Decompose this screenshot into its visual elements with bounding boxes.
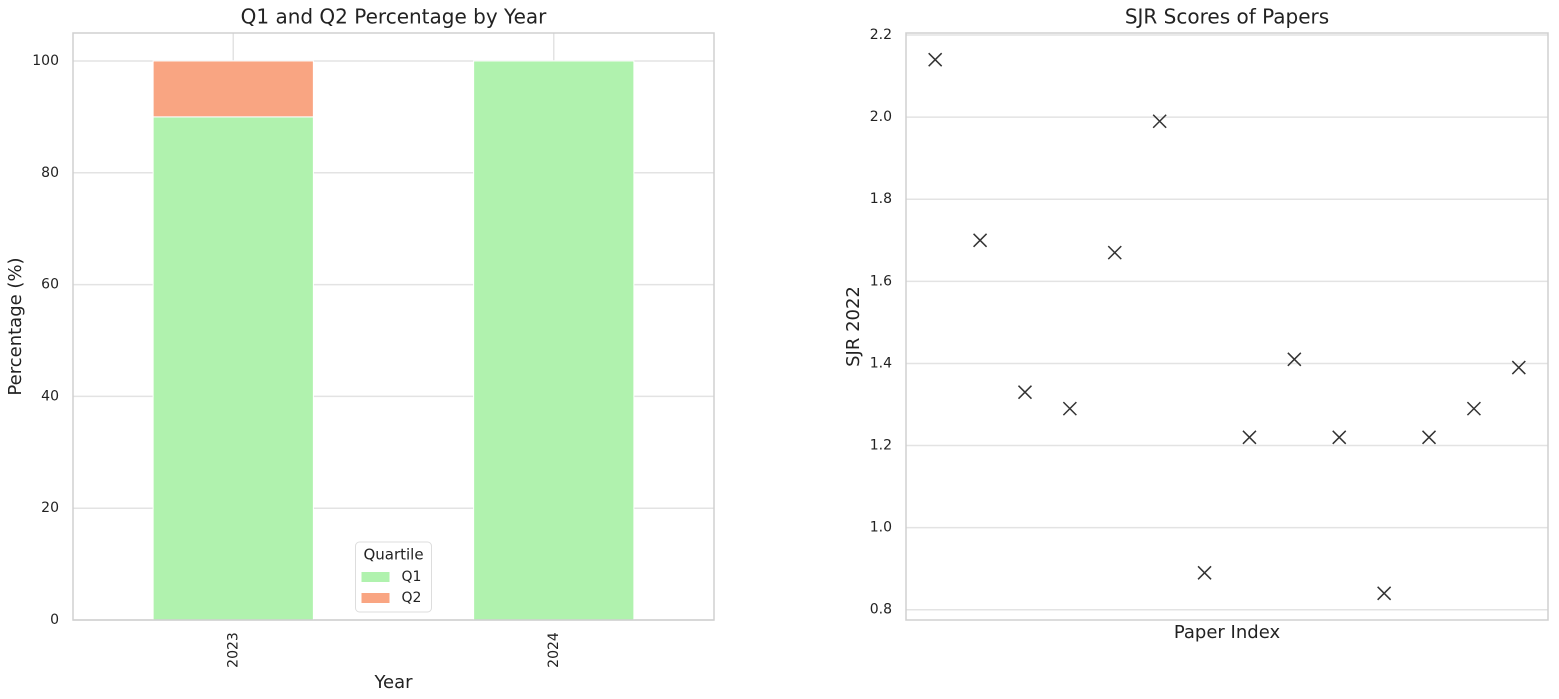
y-tick-label: 100 — [32, 53, 59, 69]
scatter-point — [1107, 245, 1122, 260]
chart-title: Q1 and Q2 Percentage by Year — [241, 5, 548, 29]
y-tick-label: 40 — [41, 388, 59, 404]
legend-swatch — [361, 572, 390, 582]
axes-frame — [72, 32, 715, 621]
bar — [152, 116, 314, 621]
scatter-point — [1332, 430, 1347, 445]
y-tick-label: 2.2 — [870, 27, 892, 43]
y-tick-label: 80 — [41, 165, 59, 181]
x-axis-label: Paper Index — [1174, 622, 1281, 643]
scatter-point — [1017, 385, 1033, 400]
scatter-point — [973, 233, 988, 248]
legend-swatch — [361, 593, 390, 603]
scatter-point — [1152, 114, 1167, 129]
chart-title: SJR Scores of Papers — [1125, 5, 1329, 29]
y-tick-label: 1.2 — [870, 438, 892, 454]
scatter-point — [1511, 360, 1526, 375]
scatter-point — [928, 52, 943, 67]
legend-title: Quartile — [363, 546, 423, 564]
legend-label: Q1 — [402, 569, 422, 585]
y-tick-label: 0 — [50, 612, 59, 628]
y-tick-label: 1.6 — [870, 273, 892, 289]
y-tick-label: 1.4 — [870, 355, 892, 371]
scatter-point — [1242, 430, 1257, 445]
y-tick-label: 1.0 — [870, 520, 892, 536]
bar — [473, 60, 635, 621]
scatter-point — [1421, 430, 1437, 445]
y-tick-label: 20 — [41, 500, 59, 516]
x-axis-label: Year — [373, 672, 413, 693]
y-tick-label: 2.0 — [870, 109, 892, 125]
y-axis-label: SJR 2022 — [843, 286, 864, 367]
scatter-point — [1377, 586, 1392, 601]
y-tick-label: 60 — [41, 277, 59, 293]
axes-frame — [905, 32, 1549, 621]
x-tick-label: 2023 — [225, 632, 241, 668]
scatter-point — [1287, 352, 1302, 367]
bar — [152, 60, 314, 118]
scatter-point — [1062, 401, 1077, 416]
scatter-point — [1197, 565, 1212, 580]
y-tick-label: 0.8 — [870, 602, 892, 618]
y-axis-label: Percentage (%) — [5, 257, 26, 395]
y-tick-label: 1.8 — [870, 191, 892, 207]
scatter-point — [1466, 401, 1481, 416]
legend-label: Q2 — [402, 590, 422, 606]
x-tick-label: 2024 — [546, 632, 562, 668]
